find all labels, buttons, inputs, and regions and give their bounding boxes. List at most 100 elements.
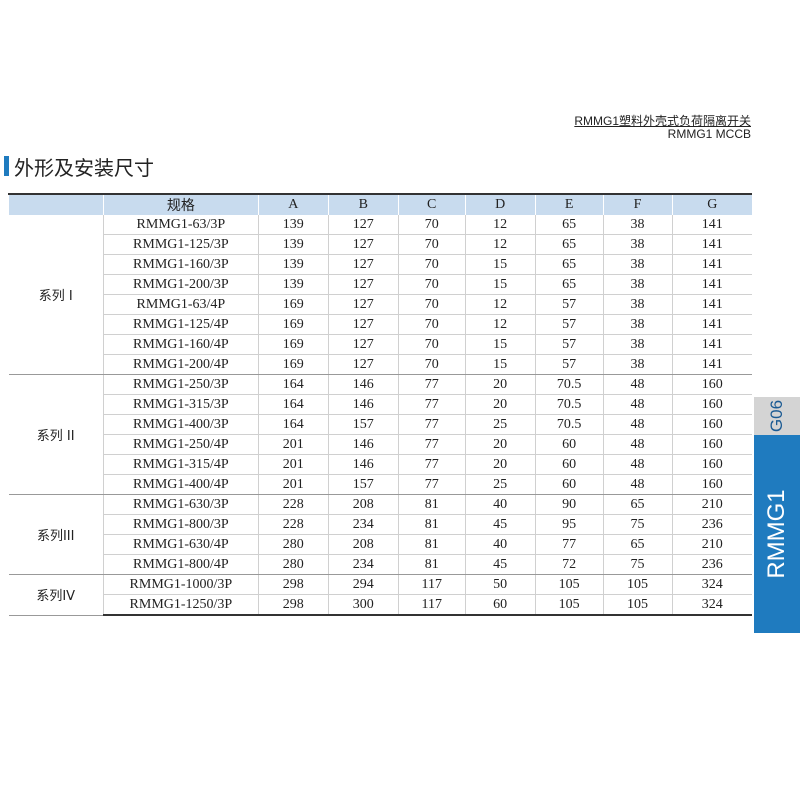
dimension-cell: 48 <box>602 434 673 455</box>
dimension-cell: 38 <box>602 215 673 235</box>
table-row: RMMG1-125/3P 139 127 70 12 65 38 141 <box>9 234 752 255</box>
table-row: RMMG1-125/4P 169 127 70 12 57 38 141 <box>9 314 752 335</box>
table-row: RMMG1-315/4P 201 146 77 20 60 48 160 <box>9 454 752 475</box>
dimension-cell: 201 <box>257 474 329 495</box>
dimension-cell: 127 <box>327 354 399 375</box>
dimension-cell: 77 <box>397 474 466 495</box>
dimension-cell: 208 <box>327 534 399 555</box>
table-row: RMMG1-630/4P 280 208 81 40 77 65 210 <box>9 534 752 555</box>
dimension-cell: 164 <box>257 394 329 415</box>
model-cell: RMMG1-160/3P <box>102 254 259 275</box>
dimension-cell: 50 <box>464 574 536 595</box>
dimension-cell: 48 <box>602 414 673 435</box>
dimension-cell: 117 <box>397 594 466 616</box>
dimension-cell: 77 <box>397 414 466 435</box>
table-row: RMMG1-250/4P 201 146 77 20 60 48 160 <box>9 434 752 455</box>
dimension-cell: 280 <box>257 554 329 575</box>
column-header: B <box>327 194 399 215</box>
table-row: RMMG1-63/4P 169 127 70 12 57 38 141 <box>9 294 752 315</box>
dimension-cell: 70 <box>397 334 466 355</box>
dimension-cell: 70.5 <box>534 374 604 395</box>
model-cell: RMMG1-400/3P <box>102 414 259 435</box>
model-cell: RMMG1-1000/3P <box>102 574 259 595</box>
dimension-cell: 70 <box>397 314 466 335</box>
dimension-cell: 169 <box>257 314 329 335</box>
dimension-cell: 81 <box>397 494 466 515</box>
dimension-cell: 157 <box>327 414 399 435</box>
model-cell: RMMG1-315/3P <box>102 394 259 415</box>
page-code-tab: G06 <box>754 397 800 435</box>
dimension-cell: 146 <box>327 454 399 475</box>
dimension-cell: 105 <box>602 594 673 616</box>
dimension-cell: 228 <box>257 494 329 515</box>
dimension-cell: 38 <box>602 234 673 255</box>
model-cell: RMMG1-630/3P <box>102 494 259 515</box>
dimension-cell: 70.5 <box>534 394 604 415</box>
dimension-cell: 146 <box>327 374 399 395</box>
dimension-cell: 65 <box>534 234 604 255</box>
dimension-cell: 45 <box>464 514 536 535</box>
dimension-cell: 146 <box>327 434 399 455</box>
dimension-cell: 75 <box>602 514 673 535</box>
dimension-cell: 127 <box>327 234 399 255</box>
table-row: RMMG1-315/3P 164 146 77 20 70.5 48 160 <box>9 394 752 415</box>
dimension-cell: 48 <box>602 454 673 475</box>
page-code-label: G06 <box>767 399 786 433</box>
dimension-cell: 160 <box>671 434 752 455</box>
dimension-cell: 280 <box>257 534 329 555</box>
dimension-cell: 15 <box>464 274 536 295</box>
table-row: 系列III RMMG1-630/3P 228 208 81 40 90 65 210 <box>8 494 752 575</box>
dimension-cell: 169 <box>257 334 329 355</box>
column-header <box>8 194 104 215</box>
dimension-cell: 139 <box>257 274 329 295</box>
column-header: 规格 <box>102 194 259 215</box>
dimension-cell: 40 <box>464 494 536 515</box>
dimension-cell: 38 <box>602 254 673 275</box>
dimension-cell: 77 <box>397 454 466 475</box>
dimension-cell: 77 <box>397 374 466 395</box>
model-cell: RMMG1-200/4P <box>102 354 259 375</box>
dimension-cell: 12 <box>464 314 536 335</box>
dimension-cell: 12 <box>464 215 536 235</box>
dimension-cell: 81 <box>397 514 466 535</box>
dimension-cell: 141 <box>671 215 752 235</box>
dimension-cell: 72 <box>534 554 604 575</box>
dimension-cell: 77 <box>397 394 466 415</box>
dimension-cell: 20 <box>464 454 536 475</box>
dimension-cell: 40 <box>464 534 536 555</box>
dimension-cell: 15 <box>464 354 536 375</box>
dimension-cell: 65 <box>602 494 673 515</box>
model-cell: RMMG1-315/4P <box>102 454 259 475</box>
dimension-cell: 139 <box>257 215 329 235</box>
dimension-cell: 38 <box>602 354 673 375</box>
dimension-cell: 20 <box>464 394 536 415</box>
dimension-cell: 60 <box>534 454 604 475</box>
section-title-text: 外形及安装尺寸 <box>14 155 154 180</box>
dimension-cell: 127 <box>327 294 399 315</box>
dimension-cell: 65 <box>534 274 604 295</box>
section-accent-bar <box>4 156 9 176</box>
dimension-cell: 57 <box>534 354 604 375</box>
dimension-cell: 105 <box>602 574 673 595</box>
table-row: RMMG1-160/4P 169 127 70 15 57 38 141 <box>9 334 752 355</box>
table-row: RMMG1-800/4P 280 234 81 45 72 75 236 <box>9 554 752 575</box>
dimension-cell: 38 <box>602 274 673 295</box>
dimension-cell: 141 <box>671 354 752 375</box>
model-cell: RMMG1-250/3P <box>102 374 259 395</box>
dimension-cell: 70 <box>397 234 466 255</box>
column-header: F <box>602 194 673 215</box>
dimension-cell: 70 <box>397 274 466 295</box>
table-row: RMMG1-800/3P 228 234 81 45 95 75 236 <box>9 514 752 535</box>
dimension-cell: 169 <box>257 294 329 315</box>
dimension-cell: 77 <box>534 534 604 555</box>
dimension-cell: 45 <box>464 554 536 575</box>
table-row: RMMG1-200/4P 169 127 70 15 57 38 141 <box>9 354 752 375</box>
model-cell: RMMG1-160/4P <box>102 334 259 355</box>
table-row: RMMG1-400/4P 201 157 77 25 60 48 160 <box>9 474 752 495</box>
model-cell: RMMG1-800/3P <box>102 514 259 535</box>
dimension-cell: 294 <box>327 574 399 595</box>
dimension-cell: 160 <box>671 394 752 415</box>
dimension-cell: 139 <box>257 254 329 275</box>
dimension-cell: 20 <box>464 434 536 455</box>
dimension-cell: 77 <box>397 434 466 455</box>
